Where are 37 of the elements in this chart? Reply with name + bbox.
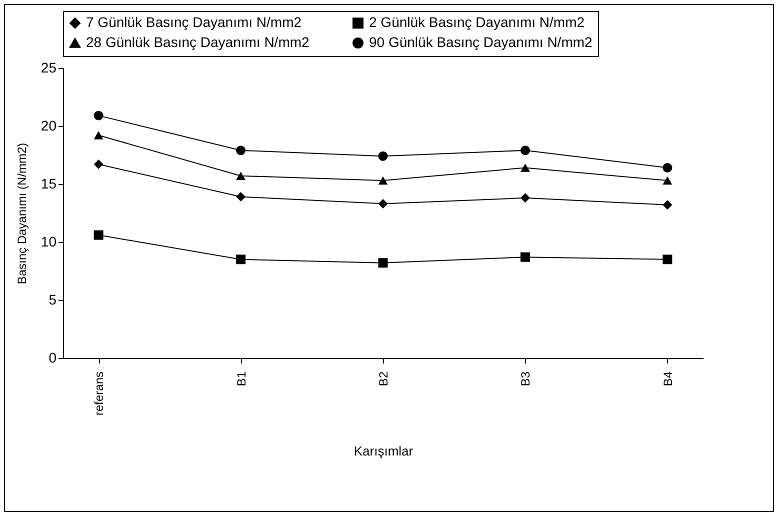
legend-label: 28 Günlük Basınç Dayanımı N/mm2 [86, 34, 310, 50]
y-tick-label: 5 [48, 292, 57, 308]
point [378, 258, 388, 268]
point [94, 230, 104, 240]
point [378, 151, 388, 161]
point [94, 131, 104, 140]
point [520, 193, 530, 203]
point [236, 254, 246, 264]
point [378, 176, 388, 185]
point [662, 163, 672, 172]
x-tick-label: B1 [234, 371, 248, 386]
x-tick-label: referans [92, 372, 106, 416]
y-tick-label: 25 [40, 60, 57, 76]
point [662, 200, 672, 210]
point [378, 198, 388, 208]
y-tick-label: 20 [40, 118, 57, 134]
point [662, 176, 672, 185]
y-axis-title: Basınç Dayanımı (N/mm2) [14, 142, 29, 284]
point [94, 110, 104, 120]
legend-label: 2 Günlük Basınç Dayanımı N/mm2 [369, 14, 585, 30]
point [236, 192, 246, 202]
point [662, 254, 672, 264]
y-tick-label: 10 [40, 234, 57, 250]
point [236, 146, 246, 156]
x-tick-label: B2 [376, 371, 390, 386]
x-tick-label: B4 [660, 371, 675, 386]
point [520, 164, 530, 172]
point [520, 252, 530, 262]
x-axis-title: Karışımlar [354, 444, 414, 459]
point [520, 146, 530, 156]
point [236, 172, 246, 180]
x-tick-label: B3 [518, 371, 533, 386]
legend-label: 7 Günlük Basınç Dayanımı N/mm2 [86, 14, 302, 30]
point [94, 160, 104, 170]
legend-label: 90 Günlük Basınç Dayanımı N/mm2 [369, 34, 593, 50]
y-tick-label: 0 [48, 350, 57, 366]
y-tick-label: 15 [40, 176, 57, 192]
